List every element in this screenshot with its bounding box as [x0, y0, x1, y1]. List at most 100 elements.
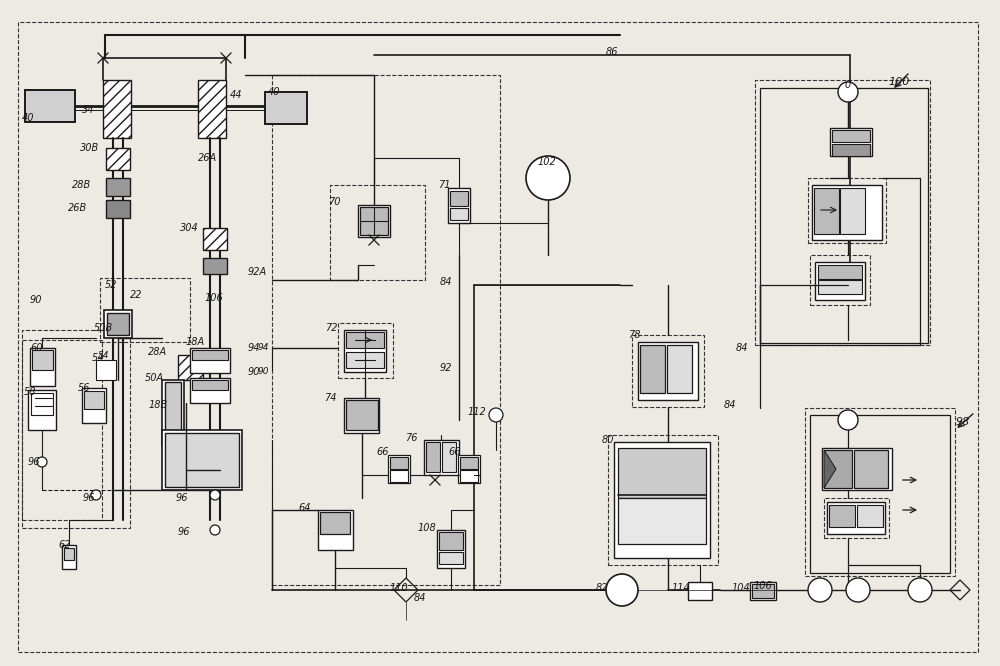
Bar — [854, 450, 888, 488]
Bar — [458, 455, 480, 483]
Text: 94: 94 — [258, 344, 270, 352]
Text: 86: 86 — [606, 47, 618, 57]
Bar — [640, 345, 665, 393]
Text: 90: 90 — [30, 295, 42, 305]
Bar — [840, 188, 865, 234]
Bar — [460, 470, 478, 482]
Bar — [810, 255, 870, 305]
Text: 66: 66 — [376, 447, 388, 457]
Text: 104: 104 — [732, 583, 751, 593]
Bar — [814, 188, 839, 234]
Bar — [104, 310, 132, 338]
Bar — [25, 90, 75, 122]
Circle shape — [846, 578, 870, 602]
Bar — [638, 342, 698, 400]
Bar — [812, 185, 882, 240]
Text: 58: 58 — [24, 387, 36, 397]
Bar — [330, 185, 425, 280]
Text: 112: 112 — [468, 407, 487, 417]
Bar — [32, 350, 53, 370]
Circle shape — [37, 457, 47, 467]
Bar — [190, 378, 230, 403]
Bar — [165, 433, 239, 487]
Bar — [832, 130, 870, 142]
Bar — [106, 178, 130, 196]
Bar — [688, 582, 712, 600]
Bar — [829, 505, 855, 527]
Bar — [82, 388, 106, 423]
Text: 56: 56 — [78, 383, 90, 393]
Bar — [818, 280, 862, 294]
Bar — [265, 92, 307, 124]
Bar — [632, 335, 704, 407]
Text: 78: 78 — [628, 330, 640, 340]
Text: 96: 96 — [83, 493, 96, 503]
Circle shape — [908, 578, 932, 602]
Text: 82: 82 — [596, 583, 608, 593]
Circle shape — [210, 525, 220, 535]
Bar — [755, 80, 930, 345]
Bar — [750, 582, 776, 600]
Text: 22: 22 — [130, 290, 143, 300]
Bar — [442, 442, 456, 472]
Text: 50B: 50B — [94, 323, 113, 333]
Bar — [344, 398, 379, 433]
Text: 84: 84 — [724, 400, 736, 410]
Bar — [107, 313, 129, 335]
Bar — [360, 207, 388, 235]
Bar — [815, 262, 865, 300]
Bar — [760, 88, 928, 343]
Circle shape — [489, 408, 503, 422]
Bar — [437, 530, 465, 568]
Bar — [192, 350, 228, 360]
Bar — [426, 442, 440, 472]
Bar — [439, 532, 463, 550]
Bar — [203, 228, 227, 250]
Text: 102: 102 — [538, 157, 557, 167]
Bar — [30, 348, 55, 386]
Bar — [346, 400, 378, 430]
Bar — [106, 148, 130, 170]
Text: 66: 66 — [448, 447, 460, 457]
Text: 114: 114 — [672, 583, 691, 593]
Text: 90: 90 — [258, 368, 270, 376]
Circle shape — [808, 578, 832, 602]
Text: 106: 106 — [754, 581, 773, 591]
Bar — [824, 450, 852, 488]
Text: 40: 40 — [268, 87, 280, 97]
Text: 0: 0 — [845, 80, 851, 90]
Bar — [810, 415, 950, 573]
Bar — [388, 455, 410, 483]
Text: 74: 74 — [324, 393, 336, 403]
Text: 71: 71 — [438, 180, 450, 190]
Bar — [84, 391, 104, 409]
Bar — [265, 92, 307, 124]
Text: 52: 52 — [105, 280, 118, 290]
Circle shape — [210, 490, 220, 500]
Bar — [162, 430, 242, 490]
Bar — [22, 330, 130, 528]
Circle shape — [91, 490, 101, 500]
Text: 54: 54 — [98, 352, 110, 360]
Text: 96: 96 — [176, 493, 188, 503]
Bar — [190, 348, 230, 373]
Bar — [96, 360, 116, 380]
Text: 90: 90 — [248, 367, 260, 377]
Bar — [618, 498, 706, 544]
Bar — [830, 128, 872, 156]
Bar — [103, 80, 131, 138]
Bar — [178, 355, 203, 380]
Bar — [448, 188, 470, 223]
Text: 30B: 30B — [80, 143, 99, 153]
Text: 110: 110 — [390, 583, 409, 593]
Text: 28B: 28B — [72, 180, 91, 190]
Bar — [818, 265, 862, 279]
Bar — [346, 352, 384, 368]
Text: 84: 84 — [736, 343, 748, 353]
Bar — [28, 390, 56, 430]
Bar — [824, 498, 889, 538]
Bar — [203, 258, 227, 274]
Text: 62: 62 — [58, 540, 70, 550]
Text: 44: 44 — [230, 90, 242, 100]
Bar — [857, 505, 883, 527]
